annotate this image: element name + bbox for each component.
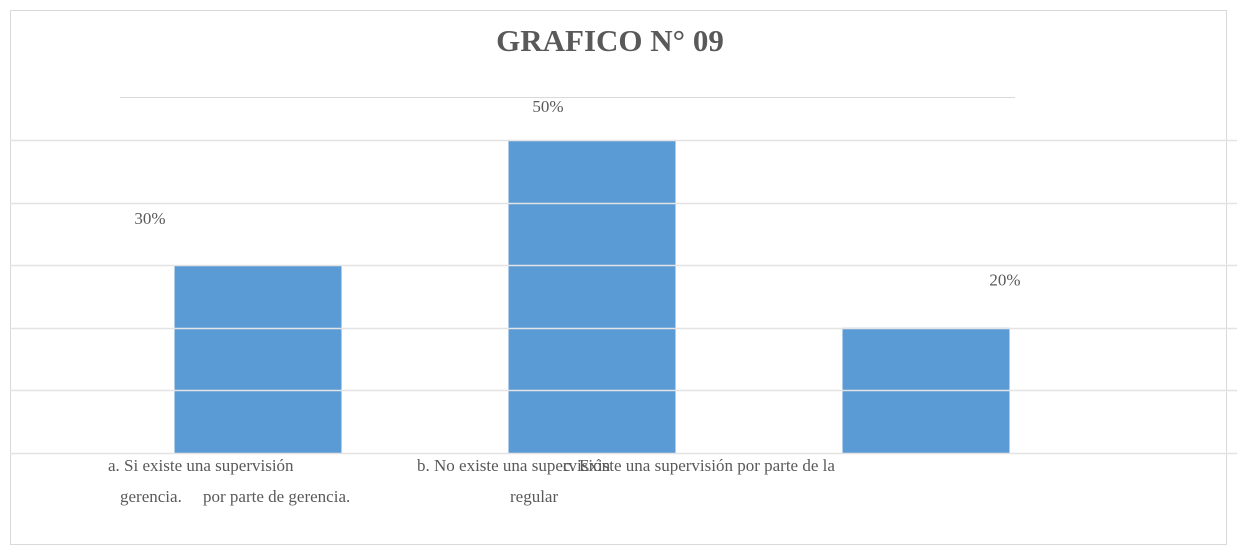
x-tick-label: b. No existe una supervisión bbox=[417, 456, 611, 475]
x-tick-label: regular bbox=[510, 487, 558, 506]
data-label: 50% bbox=[532, 97, 563, 116]
data-label: 20% bbox=[989, 271, 1020, 290]
bar bbox=[508, 140, 676, 453]
x-tick-label: a. Si existe una supervisión bbox=[108, 456, 294, 475]
chart-title: GRAFICO N° 09 bbox=[496, 23, 724, 58]
data-label: 30% bbox=[134, 209, 165, 228]
x-tick-label: c. Existe una supervisión por parte de l… bbox=[563, 456, 835, 475]
x-tick-label: por parte de gerencia. bbox=[203, 487, 350, 506]
bar bbox=[174, 265, 342, 453]
x-tick-label: gerencia. bbox=[120, 487, 182, 506]
